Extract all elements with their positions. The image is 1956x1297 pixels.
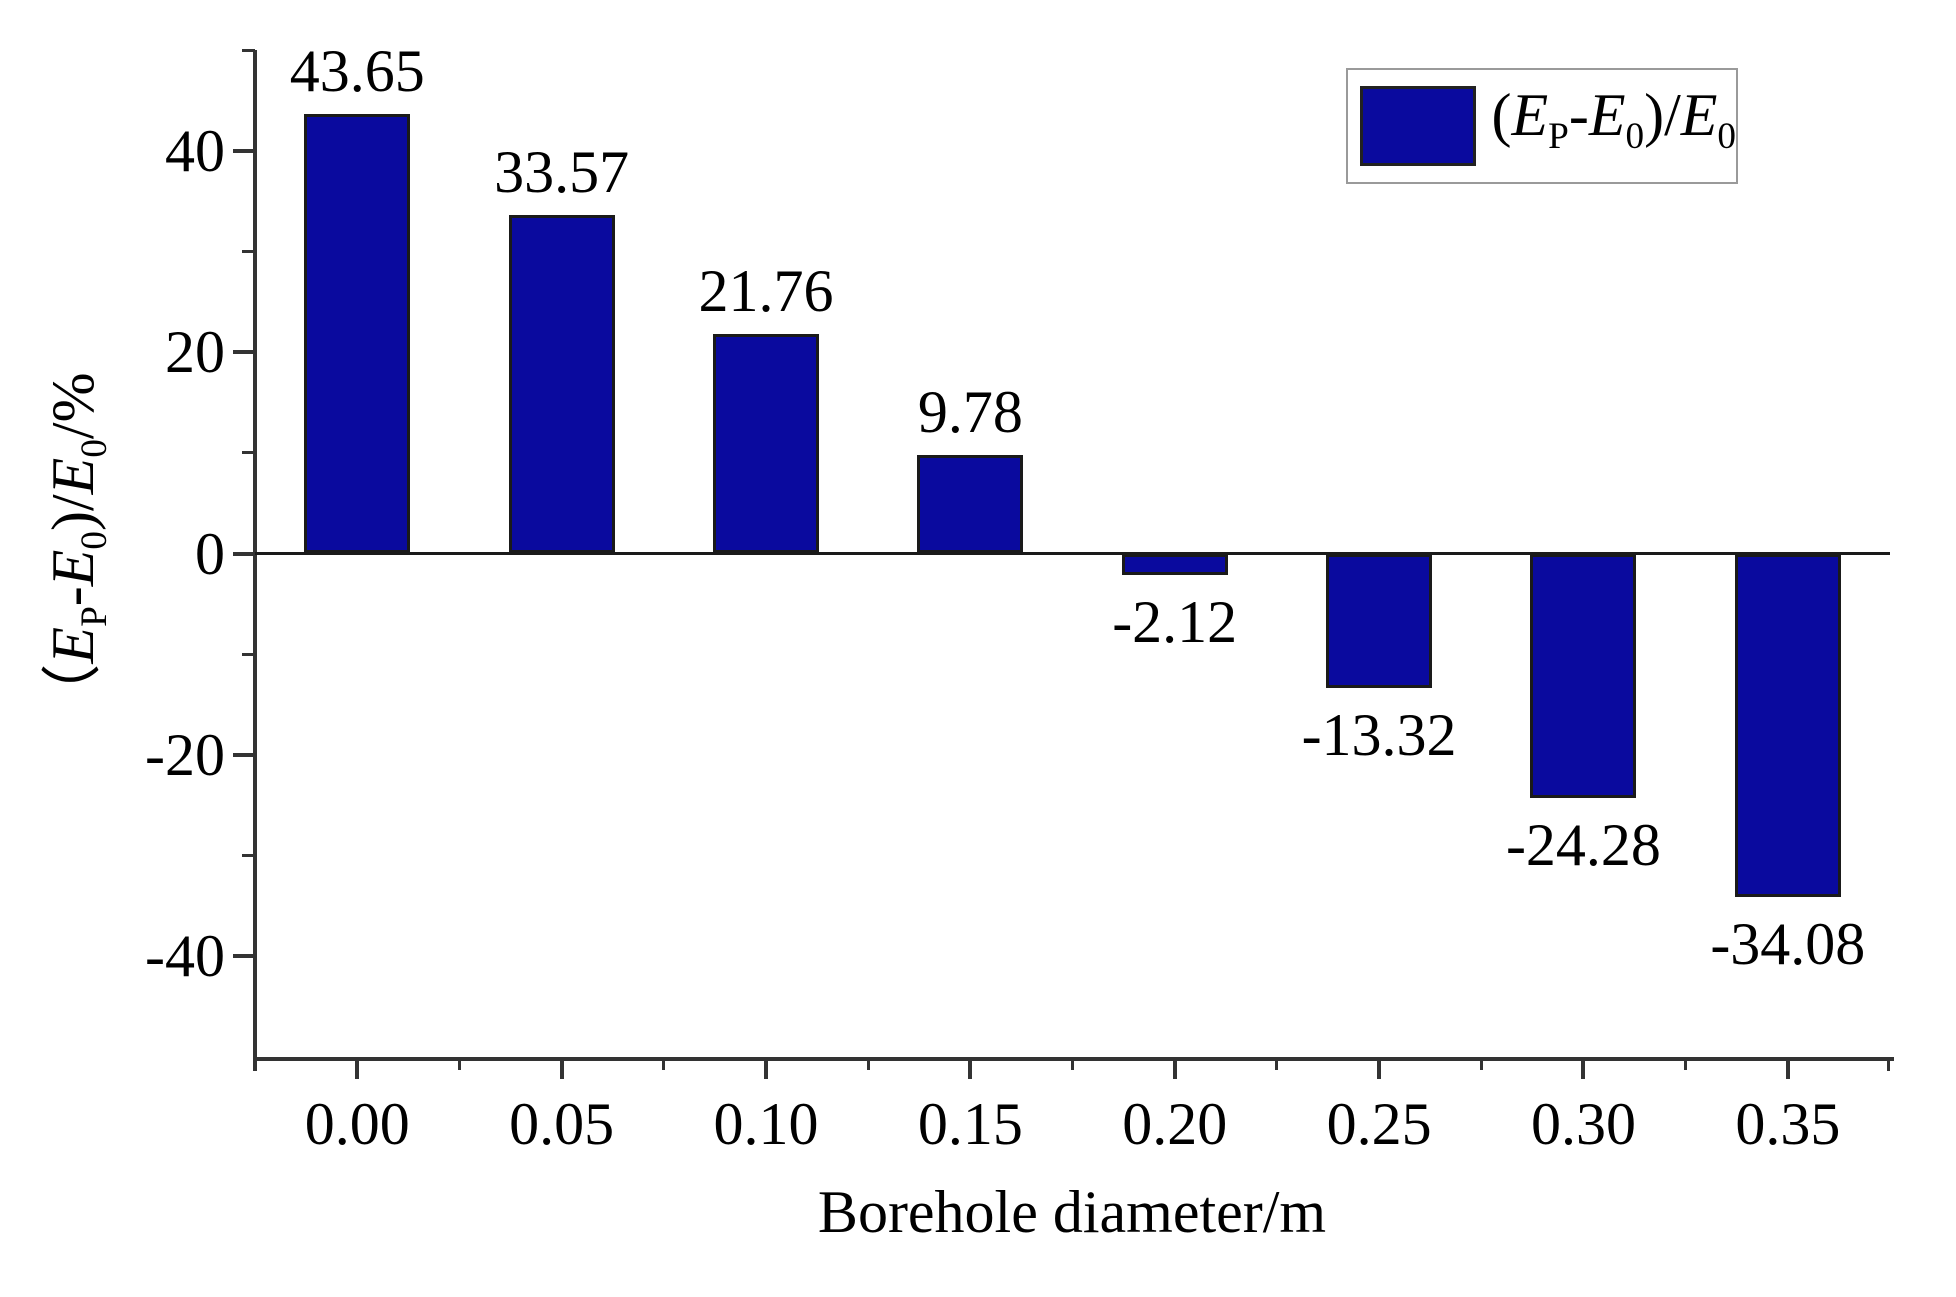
value-label: 21.76 bbox=[698, 258, 834, 325]
bar-0.25 bbox=[1326, 553, 1433, 688]
y-major-tick bbox=[233, 752, 255, 757]
y-tick-label: -40 bbox=[145, 923, 225, 990]
legend-swatch bbox=[1360, 86, 1476, 166]
x-tick-label: 0.10 bbox=[713, 1091, 819, 1157]
x-minor-tick bbox=[1275, 1057, 1279, 1070]
x-minor-tick bbox=[1479, 1057, 1483, 1070]
x-tick-label: 0.30 bbox=[1530, 1091, 1636, 1157]
y-major-tick bbox=[233, 148, 255, 153]
legend: (EP-E0)/E0 bbox=[1346, 68, 1738, 184]
x-tick-label: 0.20 bbox=[1122, 1091, 1228, 1157]
x-minor-tick bbox=[866, 1057, 870, 1070]
y-major-tick bbox=[233, 350, 255, 355]
x-axis-corner-tick bbox=[253, 1057, 257, 1071]
y-tick-label: -20 bbox=[145, 721, 225, 788]
bar-0.10 bbox=[712, 334, 819, 554]
x-major-tick bbox=[1172, 1057, 1177, 1079]
y-tick-label: 20 bbox=[165, 319, 225, 386]
y-axis-title: （EP-E0)/E0/% bbox=[40, 372, 115, 724]
y-tick-label: 40 bbox=[165, 117, 225, 184]
value-label: -34.08 bbox=[1710, 910, 1866, 977]
x-axis-end-tick bbox=[1887, 1057, 1890, 1071]
x-tick-label: 0.35 bbox=[1735, 1091, 1841, 1157]
x-minor-tick bbox=[1684, 1057, 1688, 1070]
zero-baseline bbox=[255, 552, 1890, 555]
x-major-tick bbox=[1377, 1057, 1382, 1079]
y-major-tick bbox=[233, 954, 255, 959]
x-tick-label: 0.15 bbox=[917, 1091, 1023, 1157]
value-label: -24.28 bbox=[1505, 811, 1661, 878]
value-label: 33.57 bbox=[494, 139, 630, 206]
x-minor-tick bbox=[662, 1057, 666, 1070]
x-tick-label: 0.25 bbox=[1326, 1091, 1432, 1157]
y-minor-tick bbox=[242, 451, 255, 455]
bar-0.20 bbox=[1121, 553, 1228, 575]
x-major-tick bbox=[559, 1057, 564, 1079]
y-minor-tick bbox=[242, 652, 255, 656]
value-label: 43.65 bbox=[289, 37, 425, 104]
y-axis-line bbox=[253, 50, 257, 1061]
x-axis-title: Borehole diameter/m bbox=[817, 1179, 1327, 1245]
y-major-tick bbox=[233, 551, 255, 556]
x-major-tick bbox=[1785, 1057, 1790, 1079]
value-label: 9.78 bbox=[917, 379, 1023, 445]
bar-0.05 bbox=[508, 215, 615, 554]
bar-0.35 bbox=[1734, 553, 1841, 897]
x-tick-label: 0.00 bbox=[304, 1091, 410, 1157]
bar-0.15 bbox=[917, 455, 1024, 554]
y-minor-tick bbox=[242, 48, 255, 52]
bar-0.00 bbox=[304, 113, 411, 554]
legend-label: (EP-E0)/E0 bbox=[1491, 82, 1736, 157]
x-major-tick bbox=[763, 1057, 768, 1079]
value-label: -13.32 bbox=[1301, 701, 1457, 768]
x-major-tick bbox=[355, 1057, 360, 1079]
y-minor-tick bbox=[242, 854, 255, 858]
bar-0.30 bbox=[1530, 553, 1637, 798]
y-minor-tick bbox=[242, 249, 255, 253]
y-tick-label: 0 bbox=[195, 520, 225, 587]
x-major-tick bbox=[1581, 1057, 1586, 1079]
x-minor-tick bbox=[1071, 1057, 1074, 1070]
x-minor-tick bbox=[457, 1057, 461, 1070]
x-major-tick bbox=[968, 1057, 973, 1079]
x-tick-label: 0.05 bbox=[509, 1091, 615, 1157]
value-label: -2.12 bbox=[1112, 588, 1238, 655]
